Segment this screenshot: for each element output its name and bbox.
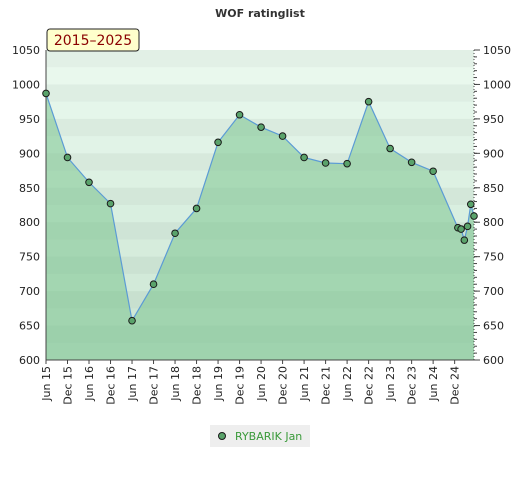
x-tick-label: Dec 19: [234, 366, 247, 405]
data-point[interactable]: [214, 138, 222, 147]
data-point[interactable]: [128, 316, 136, 325]
x-tick-label: Dec 18: [191, 366, 204, 405]
x-tick-label: Dec 24: [449, 366, 462, 405]
badge-label: 2015–2025: [54, 33, 132, 49]
data-point[interactable]: [300, 153, 308, 162]
y-tick-label-right: 1050: [483, 44, 511, 57]
data-point[interactable]: [463, 222, 472, 231]
data-point[interactable]: [343, 159, 351, 168]
x-tick-label: Dec 15: [62, 366, 75, 405]
legend-label: RYBARIK Jan: [235, 430, 302, 443]
y-tick-label-left: 750: [19, 251, 40, 264]
data-point[interactable]: [470, 212, 478, 220]
data-point[interactable]: [386, 144, 394, 153]
y-tick-label-left: 650: [19, 320, 40, 333]
legend-marker: [218, 432, 226, 440]
area-fill: [46, 93, 474, 361]
data-point[interactable]: [63, 153, 72, 162]
y-tick-label-right: 850: [483, 182, 504, 195]
background-band: [46, 101, 474, 120]
background-band: [46, 50, 474, 68]
axes: 600 600 650 650 700 700 750 750 800 800 850 850 900 9…: [12, 44, 511, 405]
x-tick-label: Dec 21: [320, 366, 333, 405]
x-tick-label: Jun 17: [126, 366, 139, 402]
y-tick-label-right: 750: [483, 251, 504, 264]
data-point[interactable]: [235, 110, 244, 119]
y-tick-label-right: 950: [483, 113, 504, 126]
x-tick-label: Jun 22: [341, 366, 354, 402]
data-point[interactable]: [466, 200, 475, 209]
x-tick-label: Jun 20: [255, 366, 268, 402]
period-badge: 2015–2025: [46, 28, 140, 52]
background-band: [46, 67, 474, 85]
chart-title: WOF ratinglist: [215, 7, 305, 20]
x-tick-label: Jun 18: [169, 366, 182, 402]
data-point[interactable]: [85, 178, 93, 187]
x-tick-label: Dec 20: [277, 366, 290, 405]
data-point[interactable]: [278, 132, 287, 140]
x-tick-label: Dec 16: [105, 366, 118, 405]
y-tick-label-right: 900: [483, 147, 504, 160]
legend-box: [210, 425, 310, 447]
data-point[interactable]: [149, 280, 158, 289]
legend[interactable]: RYBARIK Jan: [210, 425, 310, 447]
y-tick-label-left: 850: [19, 182, 40, 195]
y-tick-label-right: 800: [483, 216, 504, 229]
y-tick-label-right: 650: [483, 320, 504, 333]
data-point[interactable]: [457, 225, 465, 233]
series-points: [42, 89, 478, 325]
y-tick-label-left: 900: [19, 147, 40, 160]
background-band: [46, 84, 474, 103]
x-tick-label: Jun 21: [298, 366, 311, 402]
data-point[interactable]: [429, 167, 437, 176]
data-point[interactable]: [364, 97, 373, 106]
y-tick-label-left: 1050: [12, 44, 40, 57]
data-point[interactable]: [321, 159, 330, 167]
x-tick-label: Dec 17: [148, 366, 161, 405]
y-tick-label-left: 950: [19, 113, 40, 126]
data-point[interactable]: [171, 229, 179, 238]
x-tick-label: Jun 24: [427, 366, 440, 402]
y-tick-label-right: 1000: [483, 78, 511, 91]
badge-box: [46, 28, 140, 52]
data-point[interactable]: [106, 199, 115, 208]
y-tick-label-left: 600: [19, 354, 40, 367]
x-tick-label: Dec 23: [406, 366, 419, 405]
y-tick-label-left: 800: [19, 216, 40, 229]
data-point[interactable]: [42, 89, 50, 98]
data-point[interactable]: [460, 236, 469, 244]
y-tick-label-right: 600: [483, 354, 504, 367]
x-tick-label: Jun 16: [83, 366, 96, 402]
x-tick-label: Jun 19: [212, 366, 225, 402]
data-point[interactable]: [192, 204, 201, 213]
data-point[interactable]: [407, 158, 416, 167]
x-tick-label: Dec 22: [363, 366, 376, 405]
x-tick-label: Jun 15: [40, 366, 53, 402]
y-tick-label-left: 700: [19, 285, 40, 298]
data-point[interactable]: [257, 123, 265, 131]
x-tick-label: Jun 23: [384, 366, 397, 402]
y-tick-label-left: 1000: [12, 78, 40, 91]
y-tick-label-right: 700: [483, 285, 504, 298]
